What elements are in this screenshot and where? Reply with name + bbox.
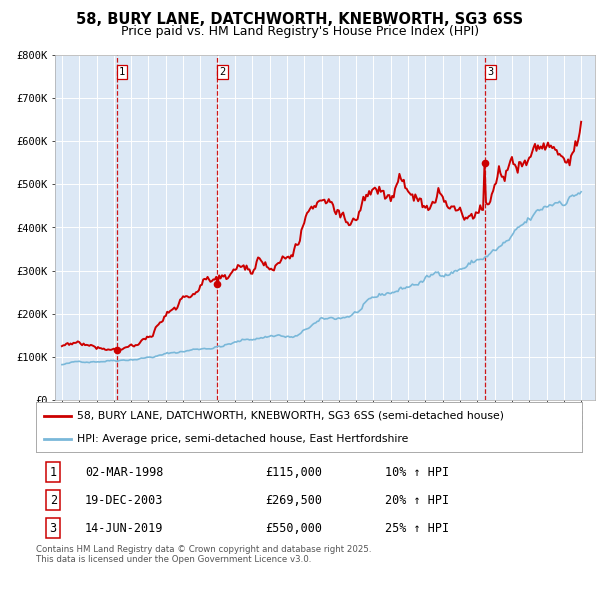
Text: HPI: Average price, semi-detached house, East Hertfordshire: HPI: Average price, semi-detached house,… [77, 434, 409, 444]
Text: 2: 2 [50, 494, 57, 507]
Text: £115,000: £115,000 [265, 466, 322, 478]
Text: 2: 2 [219, 67, 226, 77]
Text: 20% ↑ HPI: 20% ↑ HPI [385, 494, 449, 507]
Text: 3: 3 [487, 67, 493, 77]
Text: 58, BURY LANE, DATCHWORTH, KNEBWORTH, SG3 6SS (semi-detached house): 58, BURY LANE, DATCHWORTH, KNEBWORTH, SG… [77, 411, 504, 421]
Text: 10% ↑ HPI: 10% ↑ HPI [385, 466, 449, 478]
Text: 14-JUN-2019: 14-JUN-2019 [85, 522, 164, 535]
Text: 19-DEC-2003: 19-DEC-2003 [85, 494, 164, 507]
Text: 02-MAR-1998: 02-MAR-1998 [85, 466, 164, 478]
Text: Price paid vs. HM Land Registry's House Price Index (HPI): Price paid vs. HM Land Registry's House … [121, 25, 479, 38]
Text: Contains HM Land Registry data © Crown copyright and database right 2025.
This d: Contains HM Land Registry data © Crown c… [36, 545, 371, 565]
Text: 25% ↑ HPI: 25% ↑ HPI [385, 522, 449, 535]
Text: £550,000: £550,000 [265, 522, 322, 535]
Text: 3: 3 [50, 522, 57, 535]
Text: 58, BURY LANE, DATCHWORTH, KNEBWORTH, SG3 6SS: 58, BURY LANE, DATCHWORTH, KNEBWORTH, SG… [76, 12, 524, 27]
Text: 1: 1 [119, 67, 125, 77]
Text: 1: 1 [50, 466, 57, 478]
Text: £269,500: £269,500 [265, 494, 322, 507]
